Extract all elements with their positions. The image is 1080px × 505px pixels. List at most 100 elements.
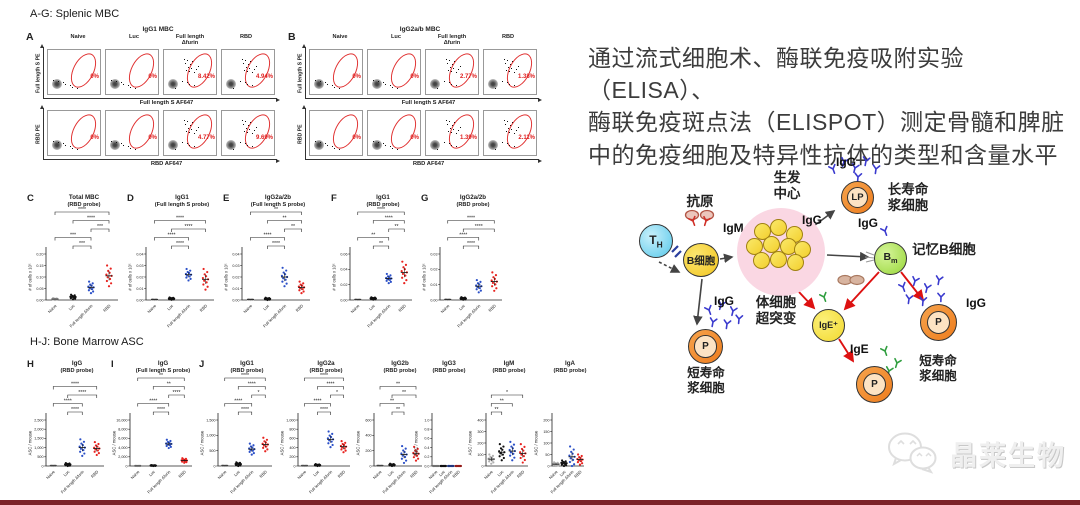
svg-text:0.04: 0.04	[232, 252, 239, 256]
flow-x-axis-label: RBD AF647	[412, 161, 445, 167]
svg-text:****: ****	[78, 207, 86, 213]
antibody-icon	[935, 275, 944, 286]
synapse-icon	[671, 245, 682, 258]
svg-text:****: ****	[475, 224, 483, 230]
svg-text:Naive: Naive	[483, 469, 494, 480]
svg-text:****: ****	[157, 407, 165, 413]
flow-plot-strip: 0% 0% 1.39% 2.11%	[302, 105, 542, 163]
gate-percentage: 1.39%	[459, 135, 477, 141]
flow-column-labels: Naive Luc Full length Δfurin RBD	[52, 34, 272, 46]
svg-text:0.4: 0.4	[424, 446, 429, 450]
svg-text:Luc: Luc	[438, 469, 446, 477]
svg-text:0.00: 0.00	[232, 298, 239, 302]
svg-text:E: E	[223, 193, 229, 204]
svg-text:1.0: 1.0	[424, 418, 429, 422]
svg-text:ASC / mouse: ASC / mouse	[534, 430, 539, 455]
flow-plot: 0%	[309, 49, 363, 95]
density-blob-icon	[488, 140, 498, 150]
arrow-gc-to-ige	[798, 291, 816, 310]
panel-letter: B	[288, 31, 296, 43]
svg-text:****: ****	[149, 399, 157, 405]
gc-bcell	[753, 252, 770, 269]
svg-text:**: **	[371, 233, 375, 239]
dot-plot-J2: IgG2a(RBD probe) 0 200 400 600 800 1,000 ASC / …	[280, 360, 350, 495]
svg-text:(RBD probe): (RBD probe)	[61, 368, 94, 374]
svg-text:400: 400	[289, 446, 295, 450]
flow-plot: 0%	[309, 110, 363, 156]
svg-text:ASC / mouse: ASC / mouse	[414, 430, 419, 455]
svg-text:**: **	[379, 241, 383, 247]
germinal-center	[737, 208, 825, 296]
svg-text:Naive: Naive	[350, 303, 361, 314]
flow-plot: 1.38%	[483, 49, 537, 95]
svg-text:****: ****	[172, 390, 180, 396]
svg-text:****: ****	[176, 241, 184, 247]
dot-plot-F: F IgG1(RBD probe) 0.00 0.02 0.04 0.06 # of cel…	[331, 193, 412, 328]
svg-text:200: 200	[477, 441, 483, 445]
svg-text:****: ****	[263, 233, 271, 239]
panel-letter: A	[26, 31, 34, 43]
svg-text:****: ****	[87, 216, 95, 222]
gate-percentage: 8.42%	[197, 74, 215, 80]
svg-text:G: G	[421, 193, 428, 204]
flow-row: RBD PE 0% 0% 1.39% 2.11%	[296, 105, 542, 163]
svg-text:***: ***	[97, 224, 103, 230]
flow-plot: 4.77%	[163, 110, 217, 156]
svg-text:0.00: 0.00	[136, 298, 143, 302]
ige-right-label: IgE	[850, 342, 869, 356]
antibody-icon	[879, 345, 888, 357]
svg-text:Luc: Luc	[148, 469, 156, 477]
flow-column-label: Luc	[391, 34, 401, 40]
antibody-icon	[923, 283, 932, 294]
antibody-icon	[735, 314, 744, 325]
arrow-ige-to-plasma	[838, 338, 855, 363]
density-blob-icon	[168, 79, 178, 89]
svg-text:IgM: IgM	[504, 360, 515, 367]
antibody-icon	[879, 225, 888, 237]
arrow-bm-to-plasma	[900, 271, 925, 302]
antibody-icon	[841, 156, 849, 168]
watermark: 晶莱生物	[884, 430, 1066, 476]
gate-percentage: 0%	[148, 74, 157, 80]
svg-text:Naive: Naive	[428, 469, 439, 480]
antibody-icon	[827, 163, 836, 175]
dot-plot-I: I IgG(Full length S probe) 0 2,000 4,000 6,00…	[111, 359, 192, 494]
svg-text:I: I	[111, 359, 114, 370]
antibody-icon	[703, 304, 712, 316]
gate-percentage: 2.77%	[459, 74, 477, 80]
svg-text:Naive: Naive	[242, 303, 253, 314]
flow-panel-A: A IgG1 MBC Naive Luc Full length Δfurin RBD Fu…	[26, 26, 280, 169]
svg-text:ASC / mouse: ASC / mouse	[112, 430, 117, 455]
svg-text:ASC / mouse: ASC / mouse	[280, 430, 285, 455]
svg-text:Naive: Naive	[440, 303, 451, 314]
svg-text:****: ****	[78, 390, 86, 396]
svg-text:8,000: 8,000	[118, 428, 127, 432]
watermark-text: 晶莱生物	[950, 440, 1066, 471]
svg-text:**: **	[159, 373, 163, 379]
svg-text:D: D	[127, 193, 134, 204]
svg-text:*: *	[336, 390, 338, 396]
antibody-icon	[919, 296, 928, 307]
svg-text:IgG1: IgG1	[240, 360, 254, 367]
flow-column-label: RBD	[239, 34, 253, 40]
antigen-label: 抗原	[686, 194, 714, 209]
flow-x-axis-label: Full length S AF647	[139, 100, 194, 106]
antibody-icon	[912, 275, 920, 287]
svg-text:IgG1: IgG1	[376, 194, 390, 201]
antibody-icon	[729, 306, 738, 317]
svg-text:2,500: 2,500	[34, 418, 43, 422]
flow-plot: 9.69%	[221, 110, 275, 156]
antibody-icon	[894, 357, 902, 369]
dot-plot-D: D IgG1(Full length S probe) 0.00 0.01 0.02 0.…	[127, 193, 214, 328]
svg-text:****: ****	[184, 224, 192, 230]
svg-text:IgA: IgA	[565, 360, 575, 367]
svg-text:Full length Δfurin: Full length Δfurin	[308, 469, 334, 495]
density-blob-icon	[168, 140, 178, 150]
lp-cell: LP	[841, 181, 874, 214]
svg-text:Naive: Naive	[548, 469, 559, 480]
igg-pleft-label: IgG	[714, 294, 734, 308]
dot-plot-H: H IgG(RBD probe) 0 500 1,000 1,500 2,000 2,500 A…	[27, 359, 104, 494]
svg-text:Naive: Naive	[296, 469, 307, 480]
flow-panel-title: IgG2a/b MBC	[399, 26, 441, 33]
antigen-dimer-icon	[849, 274, 865, 286]
